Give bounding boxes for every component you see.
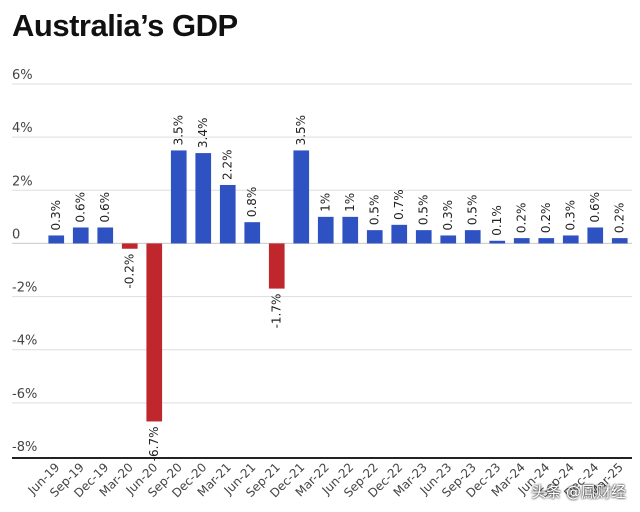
data-label: 3.4% <box>196 118 210 149</box>
bar <box>587 227 604 244</box>
data-label: 0.3% <box>441 200 455 231</box>
bar <box>440 235 457 244</box>
bar <box>342 216 359 244</box>
chart-title: Australia’s GDP <box>12 8 238 43</box>
bar <box>219 184 236 244</box>
bar <box>48 235 65 244</box>
data-label: 2.2% <box>221 149 235 180</box>
bar <box>611 238 628 244</box>
data-label: 0.6% <box>588 192 602 223</box>
data-label: 3.5% <box>294 115 308 146</box>
bar <box>366 230 383 244</box>
data-label: 0.5% <box>417 195 431 226</box>
data-label: 0.2% <box>515 203 529 234</box>
data-label: 0.6% <box>98 192 112 223</box>
data-label: -6.7% <box>147 426 161 461</box>
bar <box>244 222 261 244</box>
bar <box>538 238 555 244</box>
y-tick-label: 2% <box>12 174 33 189</box>
bar <box>513 238 530 244</box>
bar <box>317 216 334 244</box>
data-label: -1.7% <box>270 294 284 329</box>
y-tick-label: 0 <box>12 227 20 242</box>
y-tick-label: -6% <box>12 387 37 402</box>
data-label: 0.2% <box>613 203 627 234</box>
data-label: 0.5% <box>368 195 382 226</box>
data-label: 0.1% <box>490 205 504 236</box>
bar <box>268 243 285 289</box>
bar <box>391 224 408 244</box>
bar <box>464 230 481 244</box>
data-label: 0.3% <box>564 200 578 231</box>
watermark: 头条 @鳳财经 <box>531 483 626 501</box>
y-tick-label: -8% <box>12 440 37 455</box>
y-tick-label: -4% <box>12 334 37 349</box>
y-tick-label: 4% <box>12 121 33 136</box>
data-label: 0.6% <box>74 192 88 223</box>
data-label: 0.7% <box>392 189 406 220</box>
y-tick-label: 6% <box>12 68 33 83</box>
data-label: 1% <box>319 193 333 212</box>
bar <box>415 230 432 244</box>
bar <box>72 227 89 244</box>
bar <box>195 153 212 244</box>
bar <box>121 243 138 249</box>
bar <box>97 227 114 244</box>
data-label: 0.2% <box>539 203 553 234</box>
bar <box>489 240 506 244</box>
bar <box>146 243 163 422</box>
bar <box>170 150 187 244</box>
bar <box>562 235 579 244</box>
data-label: 0.5% <box>466 195 480 226</box>
data-label: -0.2% <box>123 254 137 289</box>
data-label: 3.5% <box>172 115 186 146</box>
data-label: 1% <box>343 193 357 212</box>
data-label: 0.8% <box>245 187 259 218</box>
bar <box>293 150 310 244</box>
y-tick-label: -2% <box>12 281 37 296</box>
data-label: 0.3% <box>49 200 63 231</box>
